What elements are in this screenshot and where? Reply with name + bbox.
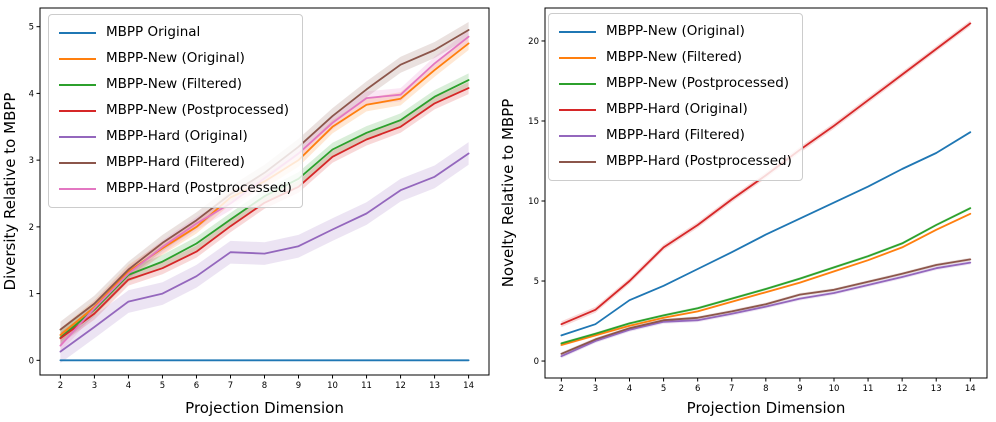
- series-line-mbpp-hard-original: [59, 152, 470, 353]
- y-tick-label: 0: [534, 357, 539, 367]
- x-tick-label: 5: [160, 381, 165, 391]
- legend-line-icon: [559, 161, 596, 163]
- x-tick-label: 8: [763, 384, 768, 394]
- x-tick-label: 2: [58, 381, 63, 391]
- y-tick-label: 20: [528, 37, 539, 47]
- x-tick-label: 4: [627, 384, 632, 394]
- legend-label: MBPP-New (Original): [106, 50, 245, 67]
- novelty-chart: 2 3 4 5 6 7 8 9 10 11 12 13 14 0 5 10 15 20 Projection Dim…: [498, 0, 996, 422]
- legend: MBPP Original MBPP-New (Original) MBPP-New…: [48, 14, 303, 208]
- y-tick-label: 0: [29, 356, 34, 366]
- x-tick-label: 13: [429, 381, 440, 391]
- x-tick-label: 9: [296, 381, 301, 391]
- y-tick-label: 10: [528, 197, 539, 207]
- legend-label: MBPP-Hard (Original): [106, 128, 248, 145]
- x-tick-label: 7: [729, 384, 734, 394]
- x-axis-label: Projection Dimension: [185, 399, 344, 417]
- legend-label: MBPP-New (Filtered): [606, 49, 743, 66]
- x-tick-label: 10: [829, 384, 840, 394]
- diversity-chart: 2 3 4 5 6 7 8 9 10 11 12 13 14 0 1 2 3 4 5 Projection Dimen…: [1, 7, 490, 417]
- y-tick-label: 5: [29, 23, 34, 33]
- x-tick-label: 5: [661, 384, 666, 394]
- x-tick-label: 3: [593, 384, 598, 394]
- legend-label: MBPP-New (Postprocessed): [606, 75, 790, 92]
- x-tick-label: 12: [395, 381, 406, 391]
- legend-item-mbpp-new-postprocessed: MBPP-New (Postprocessed): [559, 71, 792, 97]
- x-tick-label: 3: [92, 381, 97, 391]
- series-line-mbpp-hard-filtered: [560, 261, 972, 358]
- series-line-mbpp-new-filtered: [560, 212, 972, 346]
- y-axis-label: Diversity Relative to MBPP: [1, 93, 19, 291]
- x-tick-label: 10: [327, 381, 338, 391]
- legend-line-icon: [59, 32, 96, 34]
- legend-label: MBPP Original: [106, 24, 201, 41]
- x-tick-label: 12: [897, 384, 908, 394]
- legend: MBPP-New (Original) MBPP-New (Filtered) MB…: [548, 13, 803, 181]
- y-tick-label: 3: [29, 156, 34, 166]
- legend-label: MBPP-Hard (Original): [606, 101, 748, 118]
- x-tick-label: 7: [228, 381, 233, 391]
- legend-line-icon: [59, 188, 96, 190]
- y-tick-label: 4: [29, 89, 34, 99]
- legend-item-mbpp-new-filtered: MBPP-New (Filtered): [59, 72, 292, 98]
- x-axis-label: Projection Dimension: [687, 399, 846, 417]
- x-tick-label: 14: [463, 381, 474, 391]
- x-tick-label: 14: [965, 384, 976, 394]
- legend-item-mbpp-new-filtered: MBPP-New (Filtered): [559, 45, 792, 71]
- x-tick-label: 13: [931, 384, 942, 394]
- legend-label: MBPP-Hard (Postprocessed): [606, 153, 792, 170]
- legend-label: MBPP-New (Filtered): [106, 76, 243, 93]
- series-line-mbpp-new-original: [560, 131, 972, 337]
- legend-line-icon: [59, 58, 96, 60]
- x-tick-label: 11: [361, 381, 372, 391]
- series-line-mbpp-new-postprocessed: [560, 207, 972, 345]
- legend-item-mbpp-hard-postprocessed: MBPP-Hard (Postprocessed): [59, 176, 292, 202]
- x-tick-label: 8: [262, 381, 267, 391]
- x-tick-label: 11: [863, 384, 874, 394]
- x-tick-label: 4: [126, 381, 131, 391]
- legend-label: MBPP-New (Original): [606, 23, 745, 40]
- legend-label: MBPP-Hard (Filtered): [106, 154, 245, 171]
- x-tick-label: 9: [797, 384, 802, 394]
- x-tick-label: 2: [559, 384, 564, 394]
- legend-item-mbpp-hard-original: MBPP-Hard (Original): [59, 124, 292, 150]
- legend-line-icon: [559, 83, 596, 85]
- legend-line-icon: [559, 109, 596, 111]
- legend-line-icon: [559, 135, 596, 137]
- x-tick-label: 6: [194, 381, 199, 391]
- legend-line-icon: [559, 57, 596, 59]
- legend-label: MBPP-Hard (Filtered): [606, 127, 745, 144]
- legend-item-mbpp-hard-filtered: MBPP-Hard (Filtered): [59, 150, 292, 176]
- series-band-mbpp-hard-original: [60, 142, 469, 363]
- y-tick-label: 5: [534, 277, 539, 287]
- legend-line-icon: [59, 136, 96, 138]
- x-tick-label: 6: [695, 384, 700, 394]
- y-tick-label: 2: [29, 223, 34, 233]
- legend-item-mbpp-new-original: MBPP-New (Original): [559, 19, 792, 45]
- legend-line-icon: [59, 110, 96, 112]
- legend-item-mbpp-hard-original: MBPP-Hard (Original): [559, 97, 792, 123]
- legend-item-mbpp-original: MBPP Original: [59, 20, 292, 46]
- series-line-mbpp-hard-postprocessed: [560, 258, 972, 355]
- legend-label: MBPP-New (Postprocessed): [106, 102, 290, 119]
- legend-label: MBPP-Hard (Postprocessed): [106, 180, 292, 197]
- legend-item-mbpp-new-postprocessed: MBPP-New (Postprocessed): [59, 98, 292, 124]
- legend-item-mbpp-hard-filtered: MBPP-Hard (Filtered): [559, 123, 792, 149]
- legend-line-icon: [59, 162, 96, 164]
- y-tick-label: 1: [29, 290, 34, 300]
- legend-item-mbpp-new-original: MBPP-New (Original): [59, 46, 292, 72]
- legend-line-icon: [559, 31, 596, 33]
- y-tick-label: 15: [528, 117, 539, 127]
- y-axis-label: Novelty Relative to MBPP: [499, 99, 517, 288]
- legend-item-mbpp-hard-postprocessed: MBPP-Hard (Postprocessed): [559, 149, 792, 175]
- legend-line-icon: [59, 84, 96, 86]
